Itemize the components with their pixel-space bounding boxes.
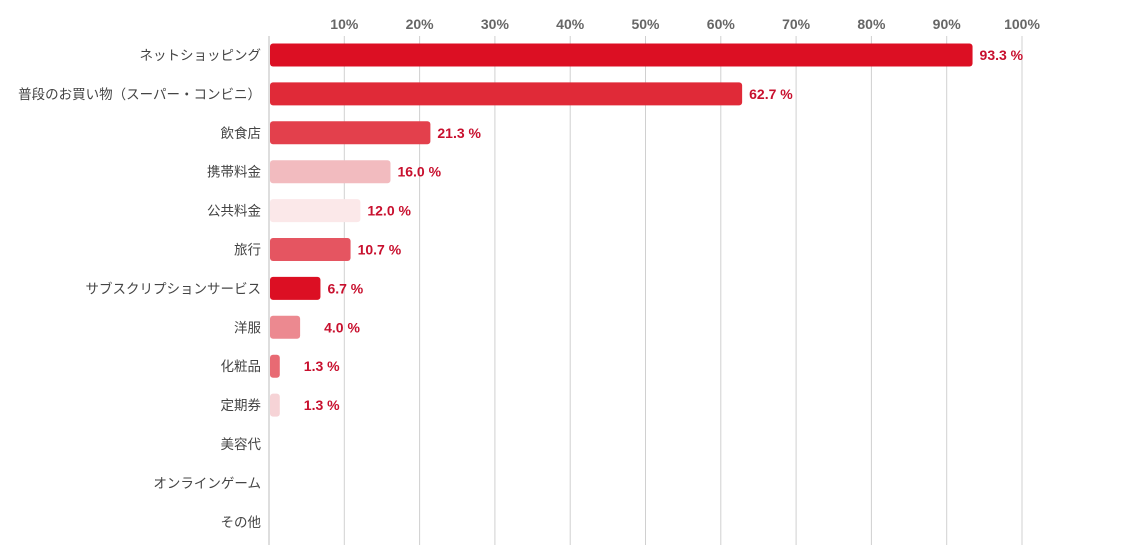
category-label: 携帯料金: [207, 165, 261, 181]
category-label: 飲食店: [221, 125, 262, 142]
bar: [270, 276, 321, 300]
value-label: 1.3 %: [304, 358, 340, 374]
bar: [270, 238, 351, 261]
x-tick-label: 10%: [330, 16, 359, 32]
category-label: 美容代: [221, 436, 262, 453]
category-label: 洋服: [234, 320, 261, 336]
bar: [270, 160, 391, 184]
x-axis-ticks: 10% 20% 30% 40% 50% 60% 70% 80% 90% 100%: [330, 16, 1040, 32]
gridlines: [268, 36, 1023, 545]
x-tick-label: 20%: [406, 16, 435, 32]
bars: [270, 43, 973, 417]
x-tick-label: 60%: [707, 16, 736, 32]
category-label: 化粧品: [221, 359, 262, 375]
value-label: 93.3 %: [980, 47, 1024, 63]
bar: [270, 199, 361, 223]
value-label: 1.3 %: [304, 397, 340, 413]
x-tick-label: 100%: [1004, 16, 1040, 32]
value-label: 62.7 %: [749, 86, 793, 102]
x-tick-label: 70%: [782, 16, 811, 32]
value-label: 16.0 %: [397, 164, 441, 180]
bar: [270, 393, 280, 417]
x-tick-label: 80%: [857, 16, 886, 32]
category-label: 普段のお買い物（スーパー・コンビニ）: [18, 87, 261, 103]
bar: [270, 121, 431, 145]
value-label: 10.7 %: [358, 242, 402, 258]
category-label: 定期券: [221, 398, 262, 414]
category-label: 旅行: [234, 243, 261, 259]
bar: [270, 315, 301, 339]
x-tick-label: 30%: [481, 16, 510, 32]
value-label: 12.0 %: [367, 203, 411, 219]
bar: [270, 82, 743, 106]
value-labels: 93.3 % 62.7 % 21.3 % 16.0 % 12.0 % 10.7 % 6.7 …: [304, 47, 1024, 413]
category-label: オンラインゲーム: [153, 476, 261, 492]
value-label: 21.3 %: [437, 125, 481, 141]
bar: [270, 43, 973, 67]
category-label: 公共料金: [207, 204, 261, 220]
value-label: 4.0 %: [324, 319, 360, 335]
x-tick-label: 40%: [556, 16, 585, 32]
x-tick-label: 90%: [933, 16, 962, 32]
x-tick-label: 50%: [631, 16, 660, 32]
category-label: サブスクリプションサービス: [86, 280, 262, 297]
category-label: ネットショッピング: [140, 48, 262, 64]
category-label: その他: [221, 515, 262, 531]
bar: [270, 354, 280, 378]
value-label: 6.7 %: [327, 280, 363, 296]
